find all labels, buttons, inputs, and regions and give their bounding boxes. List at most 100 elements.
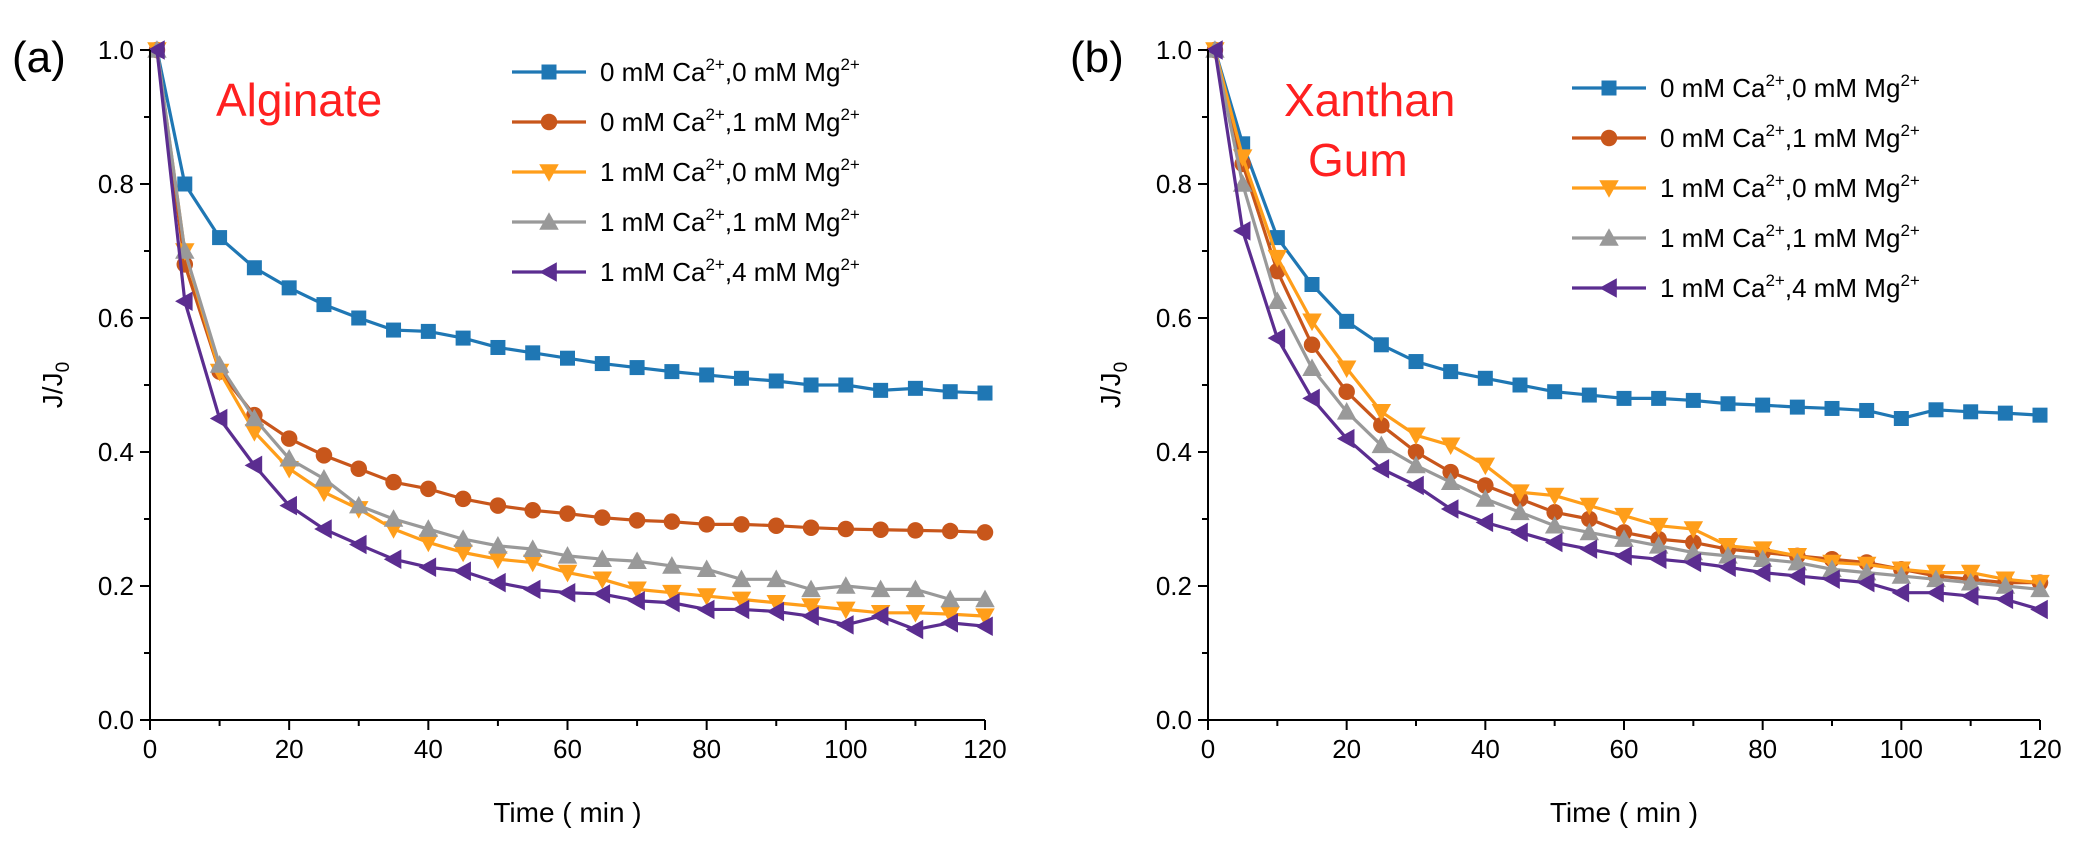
legend-item: 1 mM Ca2+,0 mM Mg2+ <box>512 155 860 187</box>
data-point <box>559 505 576 522</box>
data-point <box>1963 404 1979 420</box>
legend-marker <box>1600 129 1618 147</box>
data-point <box>453 529 473 547</box>
data-point <box>1440 437 1461 456</box>
y-tick-label: 0.2 <box>1156 571 1192 601</box>
legend-item: 1 mM Ca2+,1 mM Mg2+ <box>1572 221 1920 253</box>
legend-item: 1 mM Ca2+,4 mM Mg2+ <box>512 255 860 287</box>
data-point <box>2030 599 2048 620</box>
data-point <box>1371 459 1390 479</box>
legend: 0 mM Ca2+,0 mM Mg2+ 0 mM Ca2+,1 mM Mg2+ 1 … <box>512 55 860 287</box>
data-point <box>488 551 508 569</box>
data-point <box>1267 291 1288 310</box>
panel-a: 0 20 40 60 80 100 120 0.0 0.2 0.4 0.6 0.8 1.0 Time ( … <box>12 33 1007 828</box>
data-point <box>1336 428 1355 449</box>
data-point <box>1787 552 1808 571</box>
y-tick-label: 0.0 <box>98 705 134 735</box>
data-point <box>1232 221 1251 241</box>
panel-label: (b) <box>1070 33 1124 82</box>
data-point <box>2030 579 2050 598</box>
data-point <box>280 430 298 447</box>
data-point <box>1891 582 1910 603</box>
x-axis-label: Time ( min ) <box>493 797 641 828</box>
data-point <box>350 460 367 477</box>
legend-label-text: ,1 mM Mg <box>1785 223 1901 253</box>
data-point <box>1648 536 1669 554</box>
data-point <box>975 589 995 608</box>
data-point <box>696 559 717 578</box>
data-point <box>976 524 994 541</box>
legend-item: 0 mM Ca2+,1 mM Mg2+ <box>512 105 860 137</box>
data-point <box>1232 174 1253 192</box>
data-point <box>1614 529 1634 547</box>
data-point <box>1338 383 1355 400</box>
series-5 <box>1205 40 2048 620</box>
legend-label: 1 mM Ca2+,1 mM Mg2+ <box>1660 221 1920 253</box>
y-axis-label-subscript: 0 <box>53 362 74 373</box>
data-point <box>522 554 543 573</box>
data-point <box>768 517 785 534</box>
data-point <box>244 424 265 442</box>
data-point <box>1407 443 1425 461</box>
data-point <box>1581 387 1597 403</box>
data-point <box>1718 557 1736 577</box>
series-4 <box>147 40 995 608</box>
legend-label-text: ,0 mM Mg <box>1785 73 1901 103</box>
data-point <box>907 380 923 396</box>
data-point <box>177 176 193 192</box>
legend-label-superscript: 2+ <box>1765 271 1784 290</box>
y-axis-label: J/J0 <box>37 362 74 408</box>
data-point <box>418 557 437 577</box>
data-point <box>454 490 472 508</box>
panel-label: (a) <box>12 33 66 82</box>
data-point <box>1685 392 1701 408</box>
data-point <box>1336 402 1357 420</box>
data-point <box>1720 396 1736 412</box>
data-point <box>942 384 958 400</box>
legend-item: 0 mM Ca2+,0 mM Mg2+ <box>1572 71 1920 103</box>
legend-label-superscript: 2+ <box>1900 221 1919 240</box>
legend-label-text: 1 mM Ca <box>1660 173 1766 203</box>
data-point <box>1824 400 1840 416</box>
legend-item: 0 mM Ca2+,0 mM Mg2+ <box>512 55 860 87</box>
data-point <box>1440 499 1459 519</box>
data-point <box>627 551 647 570</box>
y-tick-label: 0.2 <box>98 571 134 601</box>
data-point <box>733 516 750 533</box>
x-tick-label: 120 <box>2018 734 2061 764</box>
x-tick-label: 100 <box>1880 734 1923 764</box>
data-point <box>1544 515 1565 534</box>
data-point <box>557 564 578 583</box>
data-point <box>662 593 680 613</box>
data-point <box>594 509 611 526</box>
y-tick-label: 0.4 <box>98 437 134 467</box>
y-tick-label: 0.0 <box>1156 705 1192 735</box>
legend-item: 1 mM Ca2+,1 mM Mg2+ <box>512 205 860 237</box>
x-tick-label: 40 <box>1471 734 1500 764</box>
y-tick-label: 1.0 <box>1156 35 1192 65</box>
data-point <box>386 322 402 338</box>
data-point <box>905 619 924 640</box>
data-point <box>870 579 891 598</box>
data-point <box>1371 404 1392 422</box>
data-point <box>870 606 889 626</box>
data-point <box>1546 504 1563 521</box>
annotation: Xanthan <box>1284 74 1455 126</box>
legend-marker <box>539 164 559 182</box>
data-point <box>1269 230 1285 246</box>
legend-label: 0 mM Ca2+,0 mM Mg2+ <box>1660 71 1920 103</box>
data-point <box>1339 313 1355 329</box>
data-point <box>1547 384 1563 400</box>
data-point <box>557 582 576 603</box>
data-point <box>1475 457 1496 476</box>
legend-marker <box>539 262 557 282</box>
data-point <box>1997 405 2013 421</box>
legend-label-superscript: 2+ <box>1765 121 1784 140</box>
data-point <box>594 356 610 372</box>
annotation: Alginate <box>216 74 382 126</box>
data-point <box>420 480 437 498</box>
data-point <box>975 616 993 636</box>
data-point <box>314 484 334 502</box>
data-point <box>803 377 819 393</box>
